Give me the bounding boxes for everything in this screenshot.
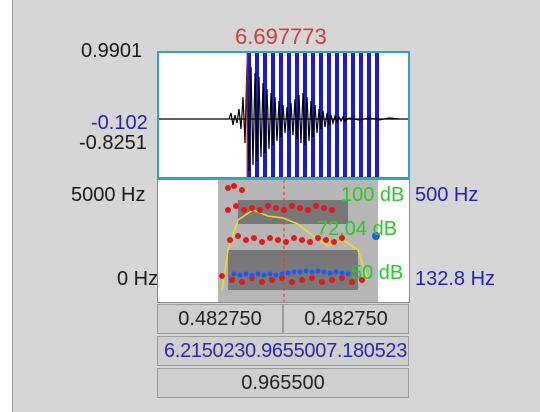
- left-duration-button[interactable]: 0.482750: [157, 304, 283, 334]
- selection-start-time: 6.215023: [164, 340, 246, 362]
- waveform-min-label: -0.8251: [79, 132, 147, 154]
- waveform-max-label: 0.9901: [81, 40, 143, 62]
- db-cursor-label: 72.04 dB: [317, 218, 398, 240]
- db-top-label: 100 dB: [341, 184, 405, 206]
- pitch-cursor-label: 132.8 Hz: [415, 268, 496, 290]
- selection-mid-duration: 0.965500: [245, 340, 327, 362]
- pitch-top-label: 500 Hz: [415, 184, 479, 206]
- cursor-time-label: 6.697773: [235, 24, 327, 49]
- spectrogram-plot: [218, 180, 380, 302]
- waveform-plot: [159, 53, 408, 177]
- spectrogram-freq-top-label: 5000 Hz: [71, 184, 146, 206]
- total-duration-button[interactable]: 0.965500: [157, 368, 409, 398]
- praat-editor-panel: 6.697773 0.9901 -0.102 -0.8251 5000 Hz 0…: [12, 0, 540, 412]
- waveform-cursor-value-label: -0.102: [91, 112, 148, 134]
- selection-time-bar[interactable]: 6.2150230.9655007.180523: [157, 336, 409, 366]
- formant-tracks: [219, 183, 365, 285]
- spectrogram-freq-bottom-label: 0 Hz: [117, 268, 159, 290]
- pitch-track: [231, 232, 380, 278]
- selection-end-time: 7.180523: [326, 340, 408, 362]
- intensity-curve: [221, 209, 369, 291]
- waveform-signal: [159, 62, 408, 172]
- right-duration-button[interactable]: 0.482750: [283, 304, 409, 334]
- waveform-view[interactable]: [157, 51, 410, 179]
- spectrogram-view[interactable]: [157, 179, 410, 303]
- db-bottom-label: 50 dB: [351, 262, 404, 284]
- selection-highlight: [247, 53, 379, 177]
